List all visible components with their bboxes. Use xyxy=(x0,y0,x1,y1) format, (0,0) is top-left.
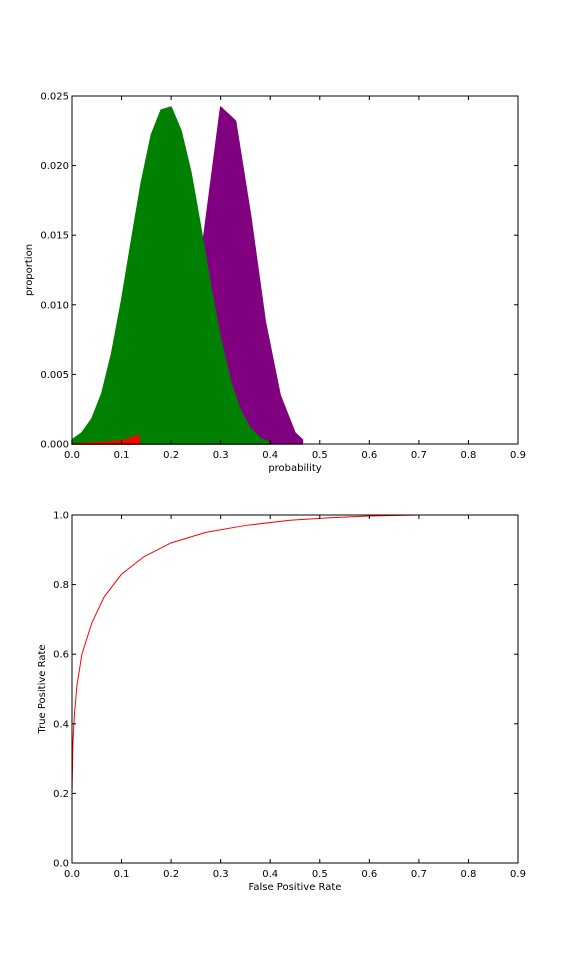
x-axis-label: False Positive Rate xyxy=(249,882,342,893)
y-tick-label: 1.0 xyxy=(53,511,69,522)
y-tick-label: 0.005 xyxy=(40,370,69,381)
y-tick-label: 0.000 xyxy=(40,440,69,451)
x-tick-label: 0.5 xyxy=(312,450,328,461)
x-tick-label: 0.7 xyxy=(411,869,427,880)
x-tick-label: 0.9 xyxy=(510,450,526,461)
x-tick-label: 0.3 xyxy=(213,869,229,880)
x-tick-label: 0.5 xyxy=(312,869,328,880)
y-tick-label: 0.6 xyxy=(53,650,69,661)
x-tick-label: 0.3 xyxy=(213,450,229,461)
x-tick-label: 0.9 xyxy=(510,869,526,880)
x-tick-label: 0.8 xyxy=(460,869,476,880)
x-tick-label: 0.4 xyxy=(262,450,278,461)
y-tick-label: 0.010 xyxy=(40,300,69,311)
x-tick-label: 0.4 xyxy=(262,869,278,880)
x-tick-label: 0.1 xyxy=(114,450,130,461)
line-series-1 xyxy=(71,514,419,794)
x-tick-label: 0.6 xyxy=(361,450,377,461)
y-tick-label: 0.2 xyxy=(53,789,69,800)
y-tick-label: 0.8 xyxy=(53,580,69,591)
area-series-2 xyxy=(71,106,271,445)
chart-2: 0.0 0.1 0.2 0.3 0.4 0.5 0.6 0.7 0.8 0.9 0.0 0.2 0.4 0… xyxy=(37,511,526,894)
x-tick-label: 0.2 xyxy=(163,450,179,461)
area-series-3 xyxy=(71,434,140,445)
x-tick-label: 0.2 xyxy=(163,869,179,880)
plot-frame xyxy=(71,514,519,864)
y-axis-label: proportion xyxy=(24,244,35,296)
x-tick-label: 0.6 xyxy=(361,869,377,880)
y-tick-label: 0.0 xyxy=(53,859,69,870)
chart-1: 0.0 0.1 0.2 0.3 0.4 0.5 0.6 0.7 0.8 0.9 0.000 0.005… xyxy=(24,92,526,475)
y-tick-label: 0.4 xyxy=(53,719,69,730)
y-tick-label: 0.015 xyxy=(40,231,69,242)
y-axis-label: True Positive Rate xyxy=(37,644,48,734)
x-tick-label: 0.0 xyxy=(64,869,80,880)
y-tick-label: 0.020 xyxy=(40,161,69,172)
y-tick-label: 0.025 xyxy=(40,92,69,103)
x-tick-label: 0.7 xyxy=(411,450,427,461)
x-tick-label: 0.8 xyxy=(460,450,476,461)
x-tick-label: 0.1 xyxy=(114,869,130,880)
plot-frame xyxy=(71,95,519,445)
x-axis-label: probability xyxy=(268,463,321,474)
x-tick-label: 0.0 xyxy=(64,450,80,461)
